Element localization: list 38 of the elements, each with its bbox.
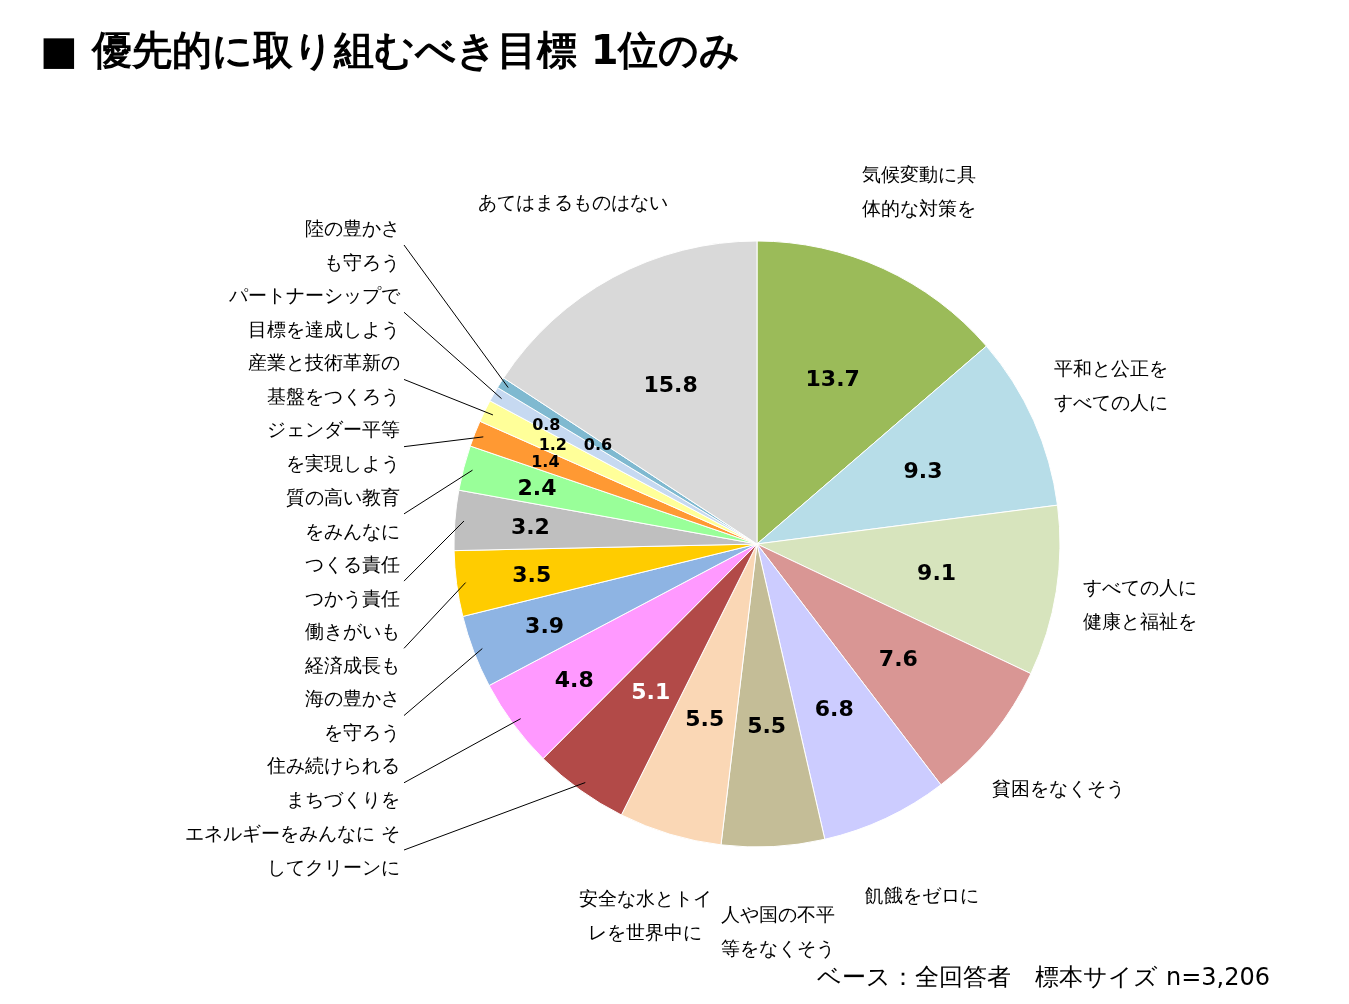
chart-title: ■ 優先的に取り組むべき目標 1位のみ [40,27,741,73]
data-label: 6.8 [814,696,854,722]
data-label: 3.5 [512,561,552,587]
data-label: 7.6 [878,646,918,672]
data-label: 13.7 [805,366,860,392]
data-label: 5.5 [747,713,787,739]
slice-label: 働きがいも経済成長も [304,619,400,676]
slice-label: つくる責任つかう責任 [305,552,400,609]
slice-label: 飢餓をゼロに [864,883,979,906]
data-label: 9.3 [903,457,943,483]
data-label: 0.8 [532,414,561,434]
slice-label: エネルギーをみんなに そしてクリーンに [184,821,400,878]
data-label: 3.2 [510,513,550,539]
slice-label: 海の豊かさを守ろう [305,687,400,744]
slice-label: ジェンダー平等を実現しよう [267,418,400,475]
slice-label: 貧困をなくそう [992,776,1126,799]
data-label: 1.2 [538,434,567,454]
data-label: 5.5 [685,705,725,731]
slice-label: 人や国の不平等をなくそう [720,903,835,960]
slice-label: あてはまるものはない [477,191,668,214]
data-label: 4.8 [554,666,594,692]
slice-label: すべての人に健康と福祉を [1083,576,1198,633]
data-label: 0.6 [583,434,613,454]
slice-label: 質の高い教育をみんなに [286,485,400,542]
data-label: 3.9 [525,612,565,638]
slice-label: 産業と技術革新の基盤をつくろう [248,351,400,408]
slice-label: 気候変動に具体的な対策を [861,162,976,219]
data-label: 9.1 [917,560,957,586]
data-label: 15.8 [643,371,698,397]
data-label: 2.4 [517,474,557,500]
data-label: 5.1 [631,679,671,705]
slice-label: 安全な水とトイレを世界中に [578,887,712,944]
data-label: 1.4 [531,451,560,471]
slice-label: 住み続けられるまちづくりを [266,754,400,811]
slice-label: 平和と公正をすべての人に [1054,357,1169,414]
text: ベース：全回答者 標本サイズ n=3,206 [817,963,1270,991]
slice-label: パートナーシップで目標を達成しよう [228,283,401,340]
slice-label: 陸の豊かさも守ろう [305,216,400,273]
